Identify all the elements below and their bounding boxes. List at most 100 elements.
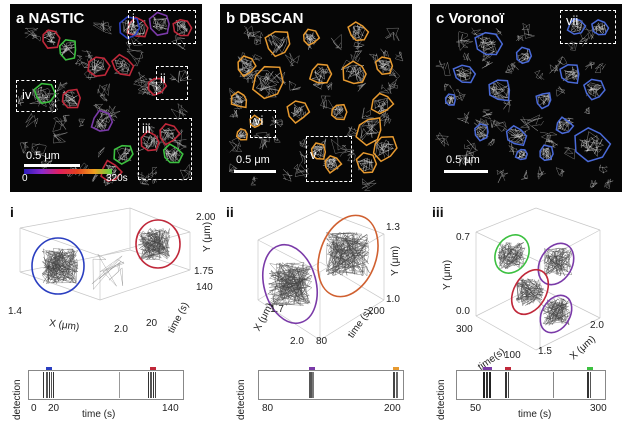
trajectory-trace bbox=[252, 132, 270, 143]
trajectory-trace bbox=[539, 131, 554, 143]
trajectory-trace bbox=[496, 169, 509, 183]
trajectory-trace bbox=[293, 163, 309, 178]
trajectory-trace bbox=[31, 143, 47, 157]
detection-cluster-marker bbox=[587, 367, 593, 370]
panel-a-image bbox=[17, 11, 193, 186]
plot-iii-trace bbox=[497, 241, 526, 270]
cluster-outline bbox=[310, 142, 327, 160]
trajectory-trace bbox=[97, 83, 110, 97]
detection-bar bbox=[49, 372, 50, 398]
trajectory-trace bbox=[589, 179, 598, 188]
trajectory-trace bbox=[133, 71, 148, 89]
trajectory-trace bbox=[435, 132, 450, 147]
trajectory-trace bbox=[549, 61, 561, 74]
plot-ii-ztick-top: 1.3 bbox=[386, 222, 400, 233]
trajectory-trace bbox=[25, 112, 39, 128]
roi-ii bbox=[156, 66, 188, 100]
cluster-outline bbox=[583, 78, 606, 101]
cluster-outline bbox=[90, 109, 114, 132]
plot-ii-cluster-ellipse-orange bbox=[317, 214, 379, 298]
cluster-outline bbox=[162, 143, 184, 164]
trajectory-trace bbox=[519, 116, 537, 130]
det-i-xlabel: time (s) bbox=[82, 409, 116, 420]
trajectory-trace bbox=[62, 114, 70, 123]
plot-ii-label: ii bbox=[226, 204, 234, 220]
plot-i-box-line bbox=[99, 269, 191, 301]
trajectory-trace bbox=[325, 82, 333, 91]
plot-i-tick-time-top: 140 bbox=[196, 282, 213, 293]
cluster-trace bbox=[102, 164, 118, 179]
cluster-trace bbox=[562, 66, 578, 81]
panel-c-voronoi: c Voronoï vii 0.5 μm bbox=[430, 4, 622, 192]
detection-bar bbox=[489, 372, 491, 398]
roi-iii-label: iii bbox=[142, 121, 151, 136]
scale-label-a: 0.5 μm bbox=[26, 150, 60, 162]
scale-bar-b bbox=[234, 170, 276, 173]
cluster-trace bbox=[332, 105, 344, 119]
trajectory-trace bbox=[29, 88, 42, 104]
scale-bar-a bbox=[24, 164, 80, 167]
detection-cluster-marker bbox=[486, 367, 492, 370]
cluster-outline bbox=[555, 116, 575, 135]
trajectory-trace bbox=[345, 126, 359, 138]
cluster-trace bbox=[569, 19, 583, 33]
roi-i-label: i bbox=[132, 11, 135, 26]
cluster-trace bbox=[579, 131, 604, 158]
trajectory-trace bbox=[585, 61, 595, 71]
trajectory-trace bbox=[444, 83, 452, 92]
trajectory-trace bbox=[141, 85, 150, 96]
trajectory-trace bbox=[555, 167, 566, 177]
trajectory-trace bbox=[521, 170, 529, 180]
panel-c-title: c Voronoï bbox=[436, 10, 505, 27]
cluster-trace bbox=[114, 58, 130, 75]
trajectory-trace bbox=[254, 37, 262, 46]
cluster-trace bbox=[115, 146, 132, 162]
cluster-trace bbox=[267, 33, 288, 56]
plot-iii-ztick-bottom: 0.0 bbox=[456, 306, 470, 317]
trajectory-trace bbox=[136, 171, 148, 184]
roi-iv bbox=[16, 80, 56, 112]
cluster-trace bbox=[557, 119, 571, 132]
trajectory-trace bbox=[282, 169, 293, 182]
cluster-outline bbox=[444, 93, 456, 106]
trajectory-trace bbox=[516, 35, 525, 42]
trajectory-trace bbox=[594, 63, 606, 74]
trajectory-trace bbox=[534, 69, 545, 80]
plot-i-trace bbox=[41, 248, 79, 285]
cluster-outline bbox=[159, 122, 181, 146]
cluster-trace bbox=[303, 32, 317, 45]
plot-iii-xtick-right: 2.0 bbox=[590, 320, 604, 331]
det-iii-tick-0: 50 bbox=[470, 403, 482, 414]
plot-iii-cluster-ellipse-purple-top bbox=[537, 242, 575, 286]
trajectory-trace bbox=[510, 62, 519, 71]
cluster-outline bbox=[514, 148, 529, 161]
cluster-outline bbox=[355, 151, 378, 174]
plot-ii-cluster-ellipse-purple bbox=[262, 243, 318, 325]
plot-iii-cluster-ellipse-red bbox=[510, 268, 550, 316]
trajectory-trace bbox=[388, 78, 398, 90]
cluster-outline bbox=[559, 64, 580, 85]
plot-iii-box-line bbox=[475, 315, 537, 351]
trajectory-trace bbox=[604, 178, 614, 190]
cluster-trace bbox=[351, 24, 366, 41]
trajectory-trace bbox=[259, 139, 268, 150]
plot-ii-tick-time-bottom: 80 bbox=[316, 336, 328, 347]
detection-bar bbox=[396, 372, 398, 398]
trajectory-trace bbox=[170, 103, 188, 121]
cluster-trace bbox=[312, 66, 327, 83]
trajectory-trace bbox=[464, 139, 479, 155]
cluster-trace bbox=[478, 37, 498, 54]
trajectory-trace bbox=[24, 27, 42, 42]
det-iii-tick-1: 300 bbox=[590, 403, 607, 414]
detection-bar bbox=[483, 372, 485, 398]
cluster-outline bbox=[347, 21, 370, 42]
trajectory-trace bbox=[105, 105, 121, 119]
detection-bar bbox=[587, 372, 589, 398]
panel-b-dbscan: b DBSCAN vi v 0.5 μm bbox=[220, 4, 412, 192]
cluster-outline bbox=[374, 56, 394, 75]
trajectory-trace bbox=[458, 38, 470, 51]
cluster-outline bbox=[308, 63, 333, 84]
trajectory-trace bbox=[598, 164, 608, 174]
plot-ii-box-line bbox=[319, 209, 385, 235]
plot-iii-trace bbox=[543, 247, 573, 277]
